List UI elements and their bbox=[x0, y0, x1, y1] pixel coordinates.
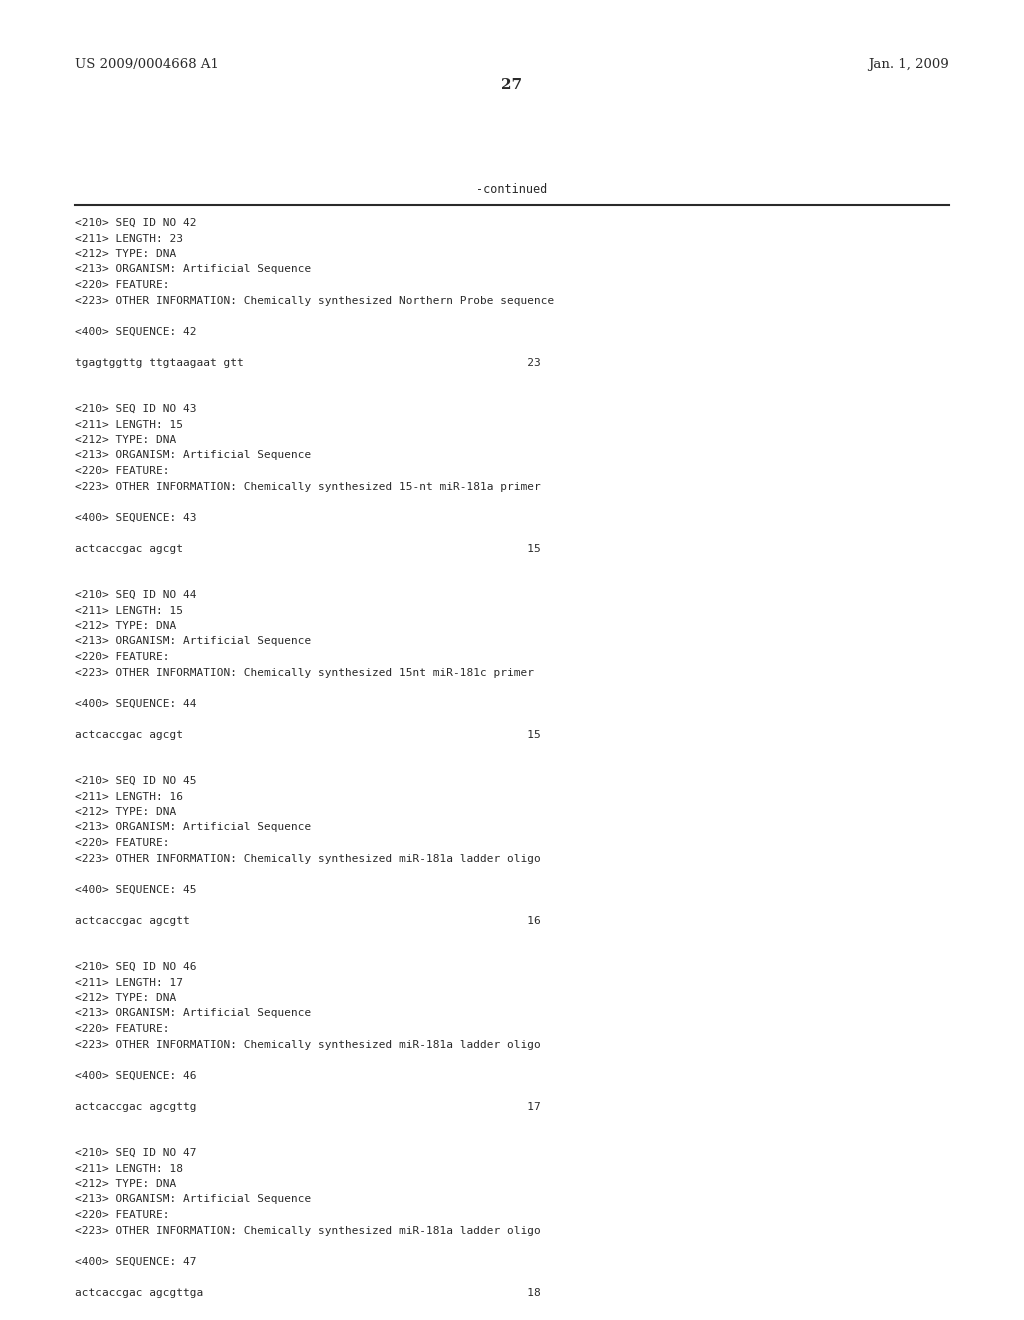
Text: <400> SEQUENCE: 46: <400> SEQUENCE: 46 bbox=[75, 1071, 197, 1081]
Text: <220> FEATURE:: <220> FEATURE: bbox=[75, 652, 170, 663]
Text: <212> TYPE: DNA: <212> TYPE: DNA bbox=[75, 993, 176, 1003]
Text: <211> LENGTH: 23: <211> LENGTH: 23 bbox=[75, 234, 183, 243]
Text: <211> LENGTH: 15: <211> LENGTH: 15 bbox=[75, 420, 183, 429]
Text: <213> ORGANISM: Artificial Sequence: <213> ORGANISM: Artificial Sequence bbox=[75, 1008, 311, 1019]
Text: <211> LENGTH: 15: <211> LENGTH: 15 bbox=[75, 606, 183, 615]
Text: <210> SEQ ID NO 42: <210> SEQ ID NO 42 bbox=[75, 218, 197, 228]
Text: <212> TYPE: DNA: <212> TYPE: DNA bbox=[75, 1179, 176, 1189]
Text: <213> ORGANISM: Artificial Sequence: <213> ORGANISM: Artificial Sequence bbox=[75, 822, 311, 833]
Text: <220> FEATURE:: <220> FEATURE: bbox=[75, 1210, 170, 1220]
Text: <210> SEQ ID NO 47: <210> SEQ ID NO 47 bbox=[75, 1148, 197, 1158]
Text: <220> FEATURE:: <220> FEATURE: bbox=[75, 1024, 170, 1034]
Text: US 2009/0004668 A1: US 2009/0004668 A1 bbox=[75, 58, 219, 71]
Text: Jan. 1, 2009: Jan. 1, 2009 bbox=[868, 58, 949, 71]
Text: <210> SEQ ID NO 45: <210> SEQ ID NO 45 bbox=[75, 776, 197, 785]
Text: <220> FEATURE:: <220> FEATURE: bbox=[75, 838, 170, 847]
Text: <211> LENGTH: 16: <211> LENGTH: 16 bbox=[75, 792, 183, 801]
Text: <210> SEQ ID NO 43: <210> SEQ ID NO 43 bbox=[75, 404, 197, 414]
Text: <400> SEQUENCE: 45: <400> SEQUENCE: 45 bbox=[75, 884, 197, 895]
Text: <220> FEATURE:: <220> FEATURE: bbox=[75, 466, 170, 477]
Text: <223> OTHER INFORMATION: Chemically synthesized miR-181a ladder oligo: <223> OTHER INFORMATION: Chemically synt… bbox=[75, 854, 541, 863]
Text: <223> OTHER INFORMATION: Chemically synthesized miR-181a ladder oligo: <223> OTHER INFORMATION: Chemically synt… bbox=[75, 1040, 541, 1049]
Text: <211> LENGTH: 18: <211> LENGTH: 18 bbox=[75, 1163, 183, 1173]
Text: <213> ORGANISM: Artificial Sequence: <213> ORGANISM: Artificial Sequence bbox=[75, 450, 311, 461]
Text: <400> SEQUENCE: 42: <400> SEQUENCE: 42 bbox=[75, 326, 197, 337]
Text: <223> OTHER INFORMATION: Chemically synthesized Northern Probe sequence: <223> OTHER INFORMATION: Chemically synt… bbox=[75, 296, 554, 305]
Text: <223> OTHER INFORMATION: Chemically synthesized 15-nt miR-181a primer: <223> OTHER INFORMATION: Chemically synt… bbox=[75, 482, 541, 491]
Text: <213> ORGANISM: Artificial Sequence: <213> ORGANISM: Artificial Sequence bbox=[75, 636, 311, 647]
Text: <212> TYPE: DNA: <212> TYPE: DNA bbox=[75, 620, 176, 631]
Text: <220> FEATURE:: <220> FEATURE: bbox=[75, 280, 170, 290]
Text: -continued: -continued bbox=[476, 183, 548, 195]
Text: <400> SEQUENCE: 43: <400> SEQUENCE: 43 bbox=[75, 512, 197, 523]
Text: <210> SEQ ID NO 44: <210> SEQ ID NO 44 bbox=[75, 590, 197, 601]
Text: tgagtggttg ttgtaagaat gtt                                          23: tgagtggttg ttgtaagaat gtt 23 bbox=[75, 358, 541, 367]
Text: actcaccgac agcgttga                                                18: actcaccgac agcgttga 18 bbox=[75, 1287, 541, 1298]
Text: actcaccgac agcgttg                                                 17: actcaccgac agcgttg 17 bbox=[75, 1101, 541, 1111]
Text: <212> TYPE: DNA: <212> TYPE: DNA bbox=[75, 807, 176, 817]
Text: <211> LENGTH: 17: <211> LENGTH: 17 bbox=[75, 978, 183, 987]
Text: <212> TYPE: DNA: <212> TYPE: DNA bbox=[75, 436, 176, 445]
Text: <213> ORGANISM: Artificial Sequence: <213> ORGANISM: Artificial Sequence bbox=[75, 1195, 311, 1204]
Text: actcaccgac agcgt                                                   15: actcaccgac agcgt 15 bbox=[75, 730, 541, 739]
Text: <223> OTHER INFORMATION: Chemically synthesized 15nt miR-181c primer: <223> OTHER INFORMATION: Chemically synt… bbox=[75, 668, 534, 677]
Text: <400> SEQUENCE: 44: <400> SEQUENCE: 44 bbox=[75, 698, 197, 709]
Text: <400> SEQUENCE: 47: <400> SEQUENCE: 47 bbox=[75, 1257, 197, 1266]
Text: actcaccgac agcgtt                                                  16: actcaccgac agcgtt 16 bbox=[75, 916, 541, 925]
Text: actcaccgac agcgt                                                   15: actcaccgac agcgt 15 bbox=[75, 544, 541, 553]
Text: <213> ORGANISM: Artificial Sequence: <213> ORGANISM: Artificial Sequence bbox=[75, 264, 311, 275]
Text: 27: 27 bbox=[502, 78, 522, 92]
Text: <212> TYPE: DNA: <212> TYPE: DNA bbox=[75, 249, 176, 259]
Text: <210> SEQ ID NO 46: <210> SEQ ID NO 46 bbox=[75, 962, 197, 972]
Text: <223> OTHER INFORMATION: Chemically synthesized miR-181a ladder oligo: <223> OTHER INFORMATION: Chemically synt… bbox=[75, 1225, 541, 1236]
